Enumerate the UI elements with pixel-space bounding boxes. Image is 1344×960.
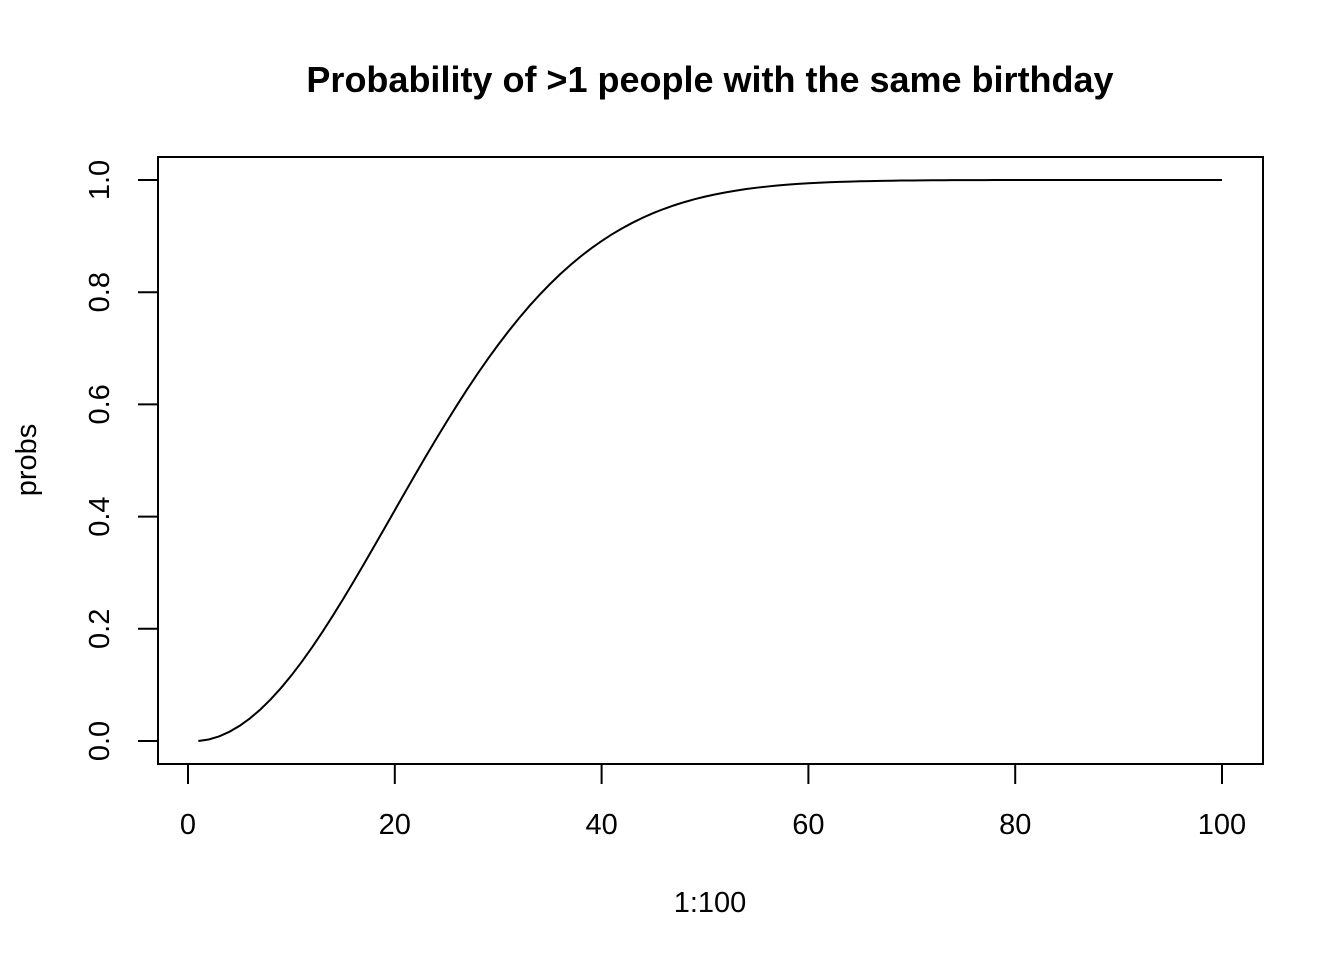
chart-title: Probability of >1 people with the same b…	[306, 59, 1113, 100]
y-tick-label: 0.6	[84, 384, 116, 424]
series-line-probs	[198, 179, 1222, 742]
x-tick-label: 60	[792, 809, 824, 841]
y-axis-label: probs	[11, 424, 43, 497]
y-tick-label: 0.8	[84, 272, 116, 312]
x-axis-label: 1:100	[674, 887, 747, 919]
y-tick-label: 0.0	[84, 721, 116, 761]
x-tick-label: 80	[999, 809, 1031, 841]
x-tick-label: 100	[1198, 809, 1246, 841]
x-axis: 0 20 40 60 80 100	[180, 763, 1246, 841]
y-axis: 0.0 0.2 0.4 0.6 0.8 1.0	[84, 160, 159, 761]
y-tick-label: 0.4	[84, 496, 116, 536]
y-tick-label: 1.0	[84, 160, 116, 200]
x-tick-label: 20	[379, 809, 411, 841]
x-tick-label: 40	[585, 809, 617, 841]
y-tick-label: 0.2	[84, 609, 116, 649]
x-tick-label: 0	[180, 809, 196, 841]
